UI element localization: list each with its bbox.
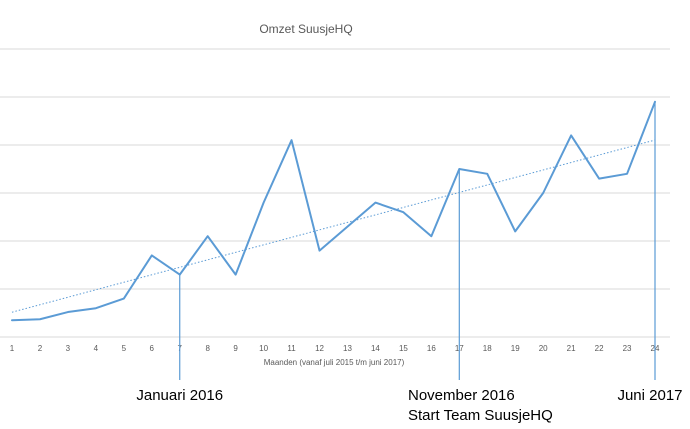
x-tick-label: 15 bbox=[399, 344, 408, 353]
x-tick-label: 4 bbox=[94, 344, 99, 353]
x-axis-label: Maanden (vanaf juli 2015 t/m juni 2017) bbox=[264, 358, 405, 367]
x-tick-label: 20 bbox=[539, 344, 548, 353]
x-tick-label: 8 bbox=[205, 344, 210, 353]
series-line bbox=[11, 100, 656, 322]
x-tick-label: 13 bbox=[343, 344, 352, 353]
trendline bbox=[11, 139, 656, 313]
x-tick-label: 3 bbox=[66, 344, 71, 353]
trendline-layer bbox=[11, 139, 656, 313]
x-tick-label: 21 bbox=[567, 344, 576, 353]
annotation-layer: Januari 2016 November 2016 Start Team Suus… bbox=[136, 101, 683, 424]
x-tick-label: 14 bbox=[371, 344, 380, 353]
x-tick-label: 16 bbox=[427, 344, 436, 353]
x-tick-label: 18 bbox=[483, 344, 492, 353]
x-tick-labels: 123456789101112131415161718192021222324 bbox=[10, 344, 660, 353]
annotation-label: Juni 2017 bbox=[617, 387, 682, 404]
annotation-label: November 2016 bbox=[408, 387, 515, 404]
x-tick-label: 11 bbox=[287, 344, 296, 353]
x-tick-label: 1 bbox=[10, 344, 15, 353]
series-layer bbox=[11, 100, 656, 322]
x-tick-label: 6 bbox=[150, 344, 155, 353]
x-tick-label: 5 bbox=[122, 344, 127, 353]
x-tick-label: 23 bbox=[623, 344, 632, 353]
x-tick-label: 10 bbox=[259, 344, 268, 353]
annotation-label: Januari 2016 bbox=[136, 387, 223, 404]
x-tick-label: 2 bbox=[38, 344, 43, 353]
annotation-label: Start Team SuusjeHQ bbox=[408, 407, 553, 424]
chart-title: Omzet SuusjeHQ bbox=[259, 22, 352, 36]
gridlines bbox=[0, 48, 670, 338]
x-tick-label: 22 bbox=[595, 344, 604, 353]
x-tick-label: 19 bbox=[511, 344, 520, 353]
x-tick-label: 12 bbox=[315, 344, 324, 353]
x-tick-label: 9 bbox=[233, 344, 238, 353]
